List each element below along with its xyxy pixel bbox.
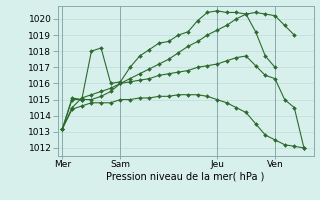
X-axis label: Pression niveau de la mer( hPa ): Pression niveau de la mer( hPa ) <box>107 172 265 182</box>
